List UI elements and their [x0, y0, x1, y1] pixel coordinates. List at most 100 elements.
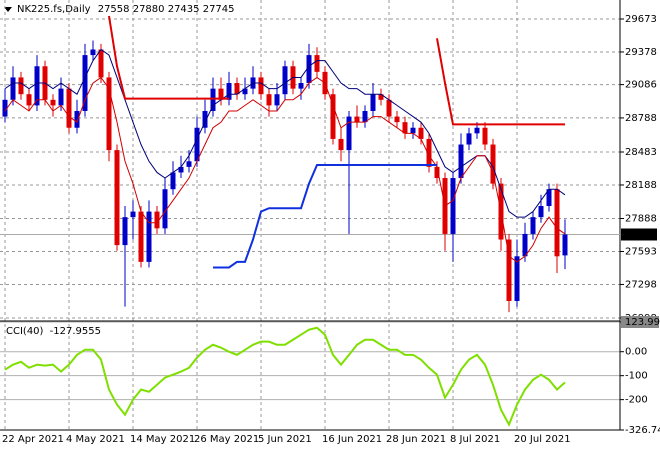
- candle-body: [538, 205, 544, 218]
- current-price-label: 27745: [625, 229, 657, 240]
- candle-body: [50, 99, 56, 106]
- y-tick-label: 27298: [625, 279, 657, 290]
- candle-body: [274, 94, 280, 106]
- candle-body: [186, 161, 192, 167]
- candle-body: [66, 88, 72, 128]
- candle-body: [490, 144, 496, 184]
- candle-body: [554, 189, 560, 257]
- candle-body: [482, 127, 488, 145]
- candle-body: [226, 83, 232, 100]
- overlay-line: [4, 76, 566, 263]
- candle-body: [370, 94, 376, 111]
- chart-title: NK225.fs,Daily: [17, 4, 91, 15]
- candle-body: [242, 88, 248, 95]
- candle-body: [314, 55, 320, 72]
- candle-body: [530, 217, 536, 234]
- candle-body: [26, 94, 32, 106]
- cci-tick-label: -326.744: [625, 425, 660, 436]
- y-tick-label: 27593: [625, 246, 657, 257]
- candle-body: [58, 88, 64, 106]
- ohlc-low: 27435: [168, 4, 200, 15]
- x-tick-label: 16 Jun 2021: [322, 434, 382, 445]
- candle-body: [354, 116, 360, 123]
- candle-body: [34, 66, 40, 106]
- x-tick-label: 22 Apr 2021: [2, 434, 64, 445]
- candle-body: [162, 189, 168, 229]
- y-tick-label: 29673: [625, 14, 657, 25]
- cci-header: CCI(40) -127.9555: [6, 326, 101, 337]
- candle-body: [170, 172, 176, 190]
- cci-tick-label: -200: [625, 395, 648, 406]
- overlay-line: [108, 15, 565, 126]
- candle-body: [202, 110, 208, 128]
- candle-body: [146, 211, 152, 262]
- candle-body: [10, 77, 16, 100]
- candle-body: [338, 138, 344, 151]
- cci-tick-label: 123.9967: [625, 317, 660, 328]
- candle-body: [346, 116, 352, 151]
- candle-body: [210, 88, 216, 111]
- cci-line: [4, 326, 566, 427]
- candle-body: [562, 234, 568, 256]
- candle-body: [506, 239, 512, 301]
- overlay-line: [213, 163, 437, 269]
- candle-body: [74, 110, 80, 128]
- x-tick-label: 4 May 2021: [66, 434, 125, 445]
- candle-body: [514, 256, 520, 301]
- y-tick-label: 29086: [625, 80, 657, 91]
- candle-body: [546, 189, 552, 206]
- candle-body: [434, 166, 440, 179]
- candle-body: [474, 127, 480, 134]
- candle-body: [386, 99, 392, 117]
- candle-body: [418, 127, 424, 139]
- candle-body: [266, 94, 272, 106]
- candle-body: [410, 127, 416, 134]
- cci-title: CCI(40): [6, 326, 44, 337]
- candle-body: [426, 138, 432, 167]
- candle-body: [90, 49, 96, 56]
- candle-body: [218, 88, 224, 100]
- y-tick-label: 28788: [625, 113, 657, 124]
- x-tick-label: 14 May 2021: [130, 434, 195, 445]
- y-tick-label: 28483: [625, 147, 657, 158]
- candle-body: [122, 217, 128, 246]
- ohlc-high: 27880: [133, 4, 165, 15]
- candle-body: [154, 211, 160, 229]
- candle-body: [282, 66, 288, 95]
- candle-body: [178, 166, 184, 173]
- candle-body: [522, 233, 528, 257]
- candle-body: [330, 94, 336, 139]
- candle-body: [82, 55, 88, 111]
- chart-header: NK225.fs,Daily 27558 27880 27435 27745: [17, 4, 235, 15]
- menu-arrow: [4, 7, 12, 12]
- candle-body: [2, 99, 8, 117]
- candle-body: [362, 110, 368, 123]
- cci-max-box: [621, 316, 659, 328]
- x-tick-label: 26 May 2021: [194, 434, 259, 445]
- candle-body: [130, 211, 136, 218]
- candle-body: [106, 77, 112, 151]
- y-tick-label: 29378: [625, 47, 657, 58]
- candle-body: [450, 178, 456, 234]
- x-tick-label: 28 Jun 2021: [386, 434, 446, 445]
- candle-body: [394, 116, 400, 123]
- overlay-line: [4, 48, 566, 218]
- candle-body: [194, 127, 200, 162]
- candle-body: [138, 211, 144, 262]
- candle-body: [18, 77, 24, 95]
- x-tick-label: 5 Jun 2021: [258, 434, 312, 445]
- candle-body: [458, 144, 464, 179]
- candle-body: [98, 49, 104, 78]
- candle-body: [114, 150, 120, 246]
- cci-tick-label: 0.00: [625, 347, 647, 358]
- ohlc-open: 27558: [98, 4, 130, 15]
- x-tick-label: 20 Jul 2021: [514, 434, 571, 445]
- cci-current: -127.9555: [50, 326, 101, 337]
- current-price-box: [621, 228, 657, 241]
- candle-body: [466, 133, 472, 145]
- candle-body: [258, 77, 264, 95]
- y-tick-label: 27888: [625, 214, 657, 225]
- candle-body: [378, 94, 384, 100]
